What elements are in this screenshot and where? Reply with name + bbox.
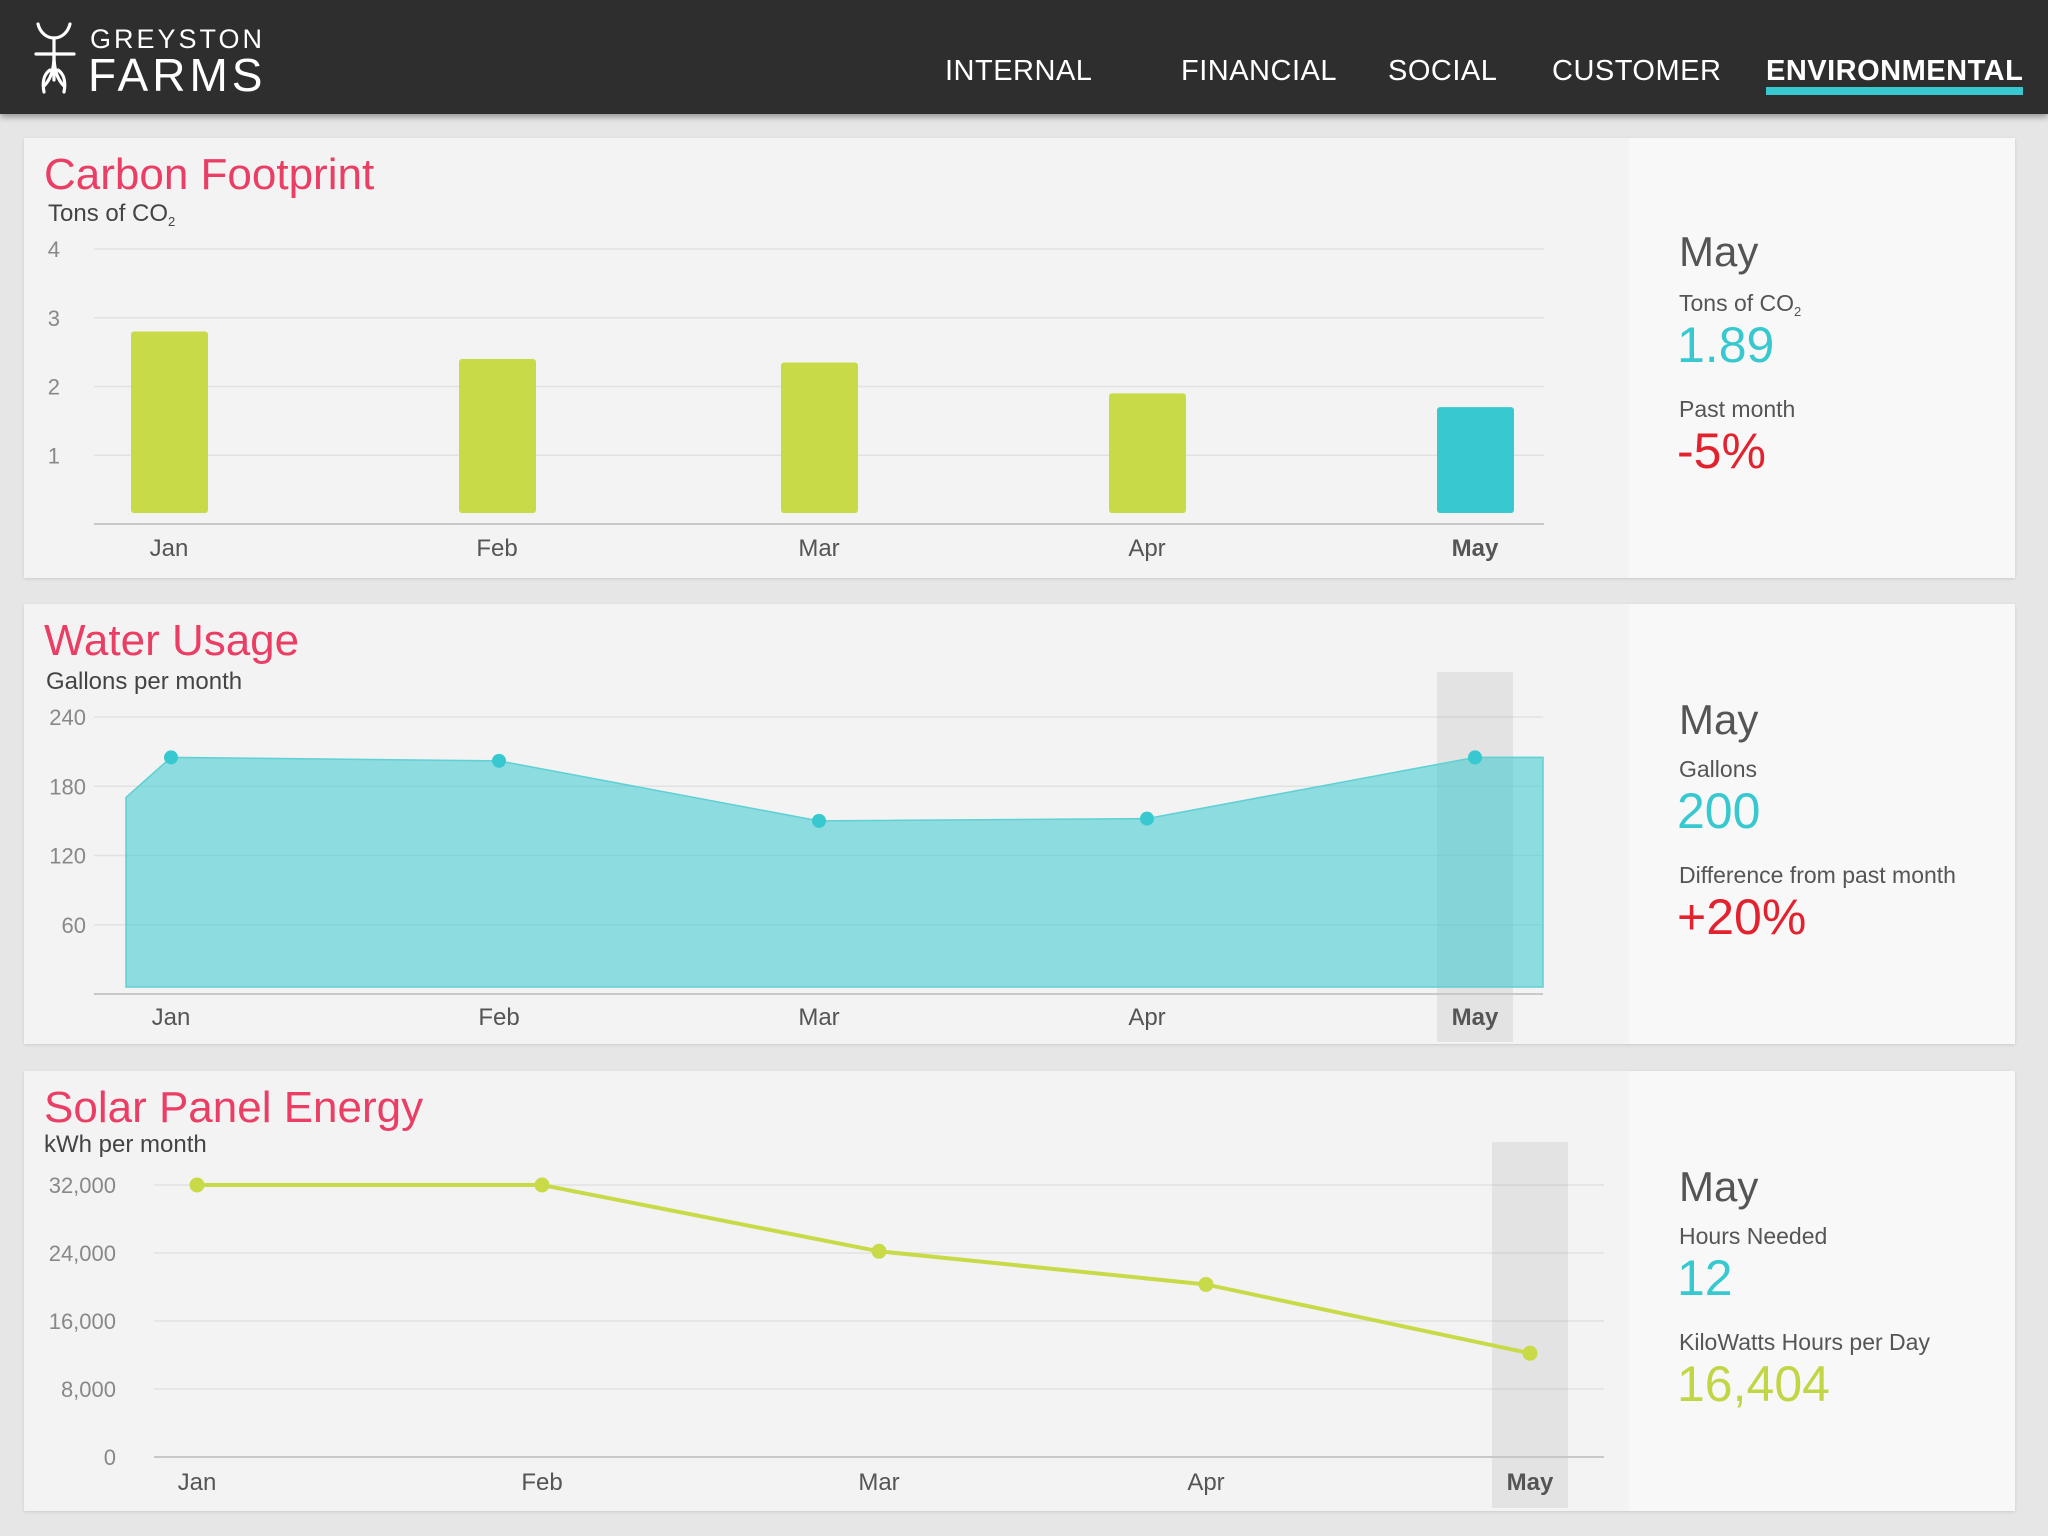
nav-social[interactable]: SOCIAL bbox=[1388, 55, 1498, 87]
solar-summary: May Hours Needed 12 KiloWatts Hours per … bbox=[1629, 1071, 2015, 1511]
highlight-band bbox=[1492, 1142, 1568, 1508]
water-summary-value: 200 bbox=[1677, 783, 1761, 839]
brand-logo[interactable]: GREYSTON FARMS bbox=[34, 20, 267, 101]
bar bbox=[781, 362, 858, 513]
carbon-change-value: -5% bbox=[1677, 423, 1766, 479]
nav-environmental[interactable]: ENVIRONMENTAL bbox=[1766, 55, 2024, 95]
water-title: Water Usage bbox=[44, 616, 300, 665]
carbon-title: Carbon Footprint bbox=[44, 150, 375, 199]
bar bbox=[1109, 393, 1186, 513]
x-tick-label: Feb bbox=[521, 1469, 562, 1496]
y-tick-label: 16,000 bbox=[49, 1309, 116, 1334]
water-area-chart: 60 120 180 240 Jan Feb Mar Apr May bbox=[49, 672, 1544, 1042]
y-tick-label: 32,000 bbox=[49, 1173, 116, 1198]
x-tick-label: May bbox=[1452, 1004, 1499, 1031]
carbon-footprint-card: Carbon Footprint Tons of CO2 1 2 3 4 Jan Feb M… bbox=[24, 138, 2015, 578]
solar-title: Solar Panel Energy bbox=[44, 1083, 424, 1132]
y-tick-label: 0 bbox=[104, 1445, 116, 1470]
y-tick-label: 4 bbox=[48, 237, 60, 262]
carbon-summary-month: May bbox=[1679, 228, 1759, 275]
bar bbox=[459, 359, 536, 513]
data-point bbox=[1140, 811, 1154, 826]
solar-kwh-label: KiloWatts Hours per Day bbox=[1679, 1329, 1930, 1355]
active-tab-indicator bbox=[1766, 87, 2024, 95]
data-point bbox=[534, 1177, 550, 1193]
water-change-label: Difference from past month bbox=[1679, 862, 1956, 888]
solar-summary-month: May bbox=[1679, 1163, 1759, 1210]
carbon-summary-label: Tons of CO2 bbox=[1679, 290, 1802, 319]
y-tick-label: 3 bbox=[48, 306, 60, 331]
y-tick-label: 120 bbox=[49, 844, 86, 869]
nav-environmental-label: ENVIRONMENTAL bbox=[1766, 55, 2024, 87]
nav-internal[interactable]: INTERNAL bbox=[945, 55, 1093, 87]
solar-hours-value: 12 bbox=[1677, 1250, 1733, 1306]
sprout-logo-icon bbox=[34, 22, 76, 94]
bar bbox=[131, 331, 208, 513]
x-tick-label: Jan bbox=[152, 1004, 191, 1031]
solar-unit: kWh per month bbox=[44, 1131, 207, 1158]
x-tick-label: Mar bbox=[858, 1469, 899, 1496]
nav-financial[interactable]: FINANCIAL bbox=[1181, 55, 1337, 87]
solar-energy-card: Solar Panel Energy kWh per month 0 8,000 1… bbox=[24, 1071, 2015, 1511]
nav-customer[interactable]: CUSTOMER bbox=[1552, 55, 1722, 87]
data-point bbox=[189, 1177, 205, 1193]
solar-kwh-value: 16,404 bbox=[1677, 1356, 1830, 1412]
top-bar: GREYSTON FARMS INTERNAL FINANCIAL SOCIAL… bbox=[0, 0, 2048, 114]
water-change-value: +20% bbox=[1677, 889, 1807, 945]
y-tick-label: 60 bbox=[62, 913, 86, 938]
x-tick-label: May bbox=[1452, 535, 1499, 562]
water-summary: May Gallons 200 Difference from past mon… bbox=[1629, 604, 2015, 1044]
y-tick-label: 8,000 bbox=[61, 1377, 116, 1402]
data-point bbox=[492, 753, 506, 768]
water-summary-month: May bbox=[1679, 696, 1759, 743]
brand-name-top: GREYSTON bbox=[90, 24, 266, 54]
y-tick-label: 180 bbox=[49, 774, 86, 799]
x-tick-label: May bbox=[1507, 1469, 1554, 1496]
x-tick-label: Jan bbox=[150, 535, 189, 562]
water-usage-card: Water Usage Gallons per month 60 120 180 24… bbox=[24, 604, 2015, 1044]
data-point bbox=[1522, 1345, 1538, 1361]
x-tick-label: Apr bbox=[1187, 1469, 1224, 1496]
y-tick-label: 2 bbox=[48, 375, 60, 400]
water-summary-label: Gallons bbox=[1679, 756, 1757, 782]
carbon-bar-chart: 1 2 3 4 Jan Feb Mar Apr May bbox=[48, 237, 1544, 562]
data-point bbox=[1198, 1276, 1214, 1292]
carbon-summary-value: 1.89 bbox=[1677, 317, 1775, 373]
main-nav: INTERNAL FINANCIAL SOCIAL CUSTOMER ENVIR… bbox=[0, 0, 2048, 114]
x-tick-label: Mar bbox=[798, 535, 839, 562]
x-tick-label: Jan bbox=[178, 1469, 217, 1496]
data-point bbox=[871, 1243, 887, 1259]
carbon-change-label: Past month bbox=[1679, 396, 1796, 422]
carbon-unit: Tons of CO2 bbox=[48, 200, 176, 229]
y-tick-label: 24,000 bbox=[49, 1241, 116, 1266]
x-tick-label: Feb bbox=[478, 1004, 519, 1031]
solar-hours-label: Hours Needed bbox=[1679, 1223, 1828, 1249]
x-tick-label: Mar bbox=[798, 1004, 839, 1031]
water-unit: Gallons per month bbox=[46, 668, 243, 695]
data-point bbox=[164, 750, 178, 765]
y-tick-label: 240 bbox=[49, 705, 86, 730]
data-point bbox=[1468, 750, 1482, 765]
y-tick-label: 1 bbox=[48, 443, 60, 468]
carbon-summary: May Tons of CO2 1.89 Past month -5% bbox=[1629, 138, 2015, 578]
x-tick-label: Apr bbox=[1128, 1004, 1165, 1031]
brand-name-bottom: FARMS bbox=[88, 49, 267, 101]
series-line bbox=[197, 1183, 1531, 1356]
bar bbox=[1437, 407, 1514, 513]
x-tick-label: Feb bbox=[476, 535, 517, 562]
area-fill bbox=[125, 756, 1544, 988]
x-tick-label: Apr bbox=[1128, 535, 1165, 562]
solar-line-chart: 0 8,000 16,000 24,000 32,000 Jan Feb Mar Apr May bbox=[49, 1142, 1604, 1508]
data-point bbox=[812, 813, 826, 828]
